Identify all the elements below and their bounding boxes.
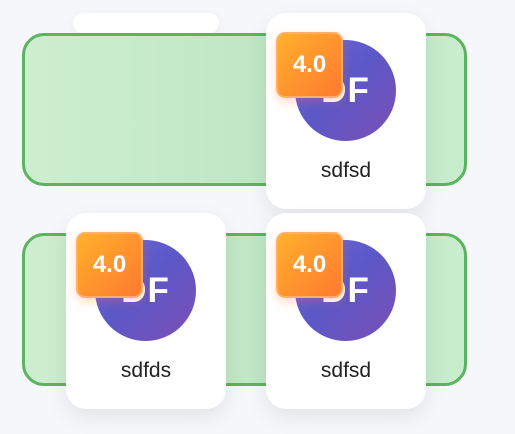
- card-name: sdfsd: [320, 359, 372, 382]
- rating-value: 4.0: [292, 51, 327, 78]
- profile-card[interactable]: DF 4.0 sdfsd: [266, 13, 426, 209]
- rating-badge: 4.0: [276, 32, 343, 98]
- rating-badge: 4.0: [276, 232, 343, 298]
- card-partial-top[interactable]: [73, 13, 219, 33]
- profile-card[interactable]: DF 4.0 sdfds: [66, 213, 226, 409]
- profile-card[interactable]: DF 4.0 sdfsd: [266, 213, 426, 409]
- card-name: sdfds: [120, 359, 172, 382]
- rating-value: 4.0: [292, 251, 327, 278]
- rating-badge: 4.0: [76, 232, 143, 298]
- card-name: sdfsd: [320, 159, 372, 182]
- rating-value: 4.0: [92, 251, 127, 278]
